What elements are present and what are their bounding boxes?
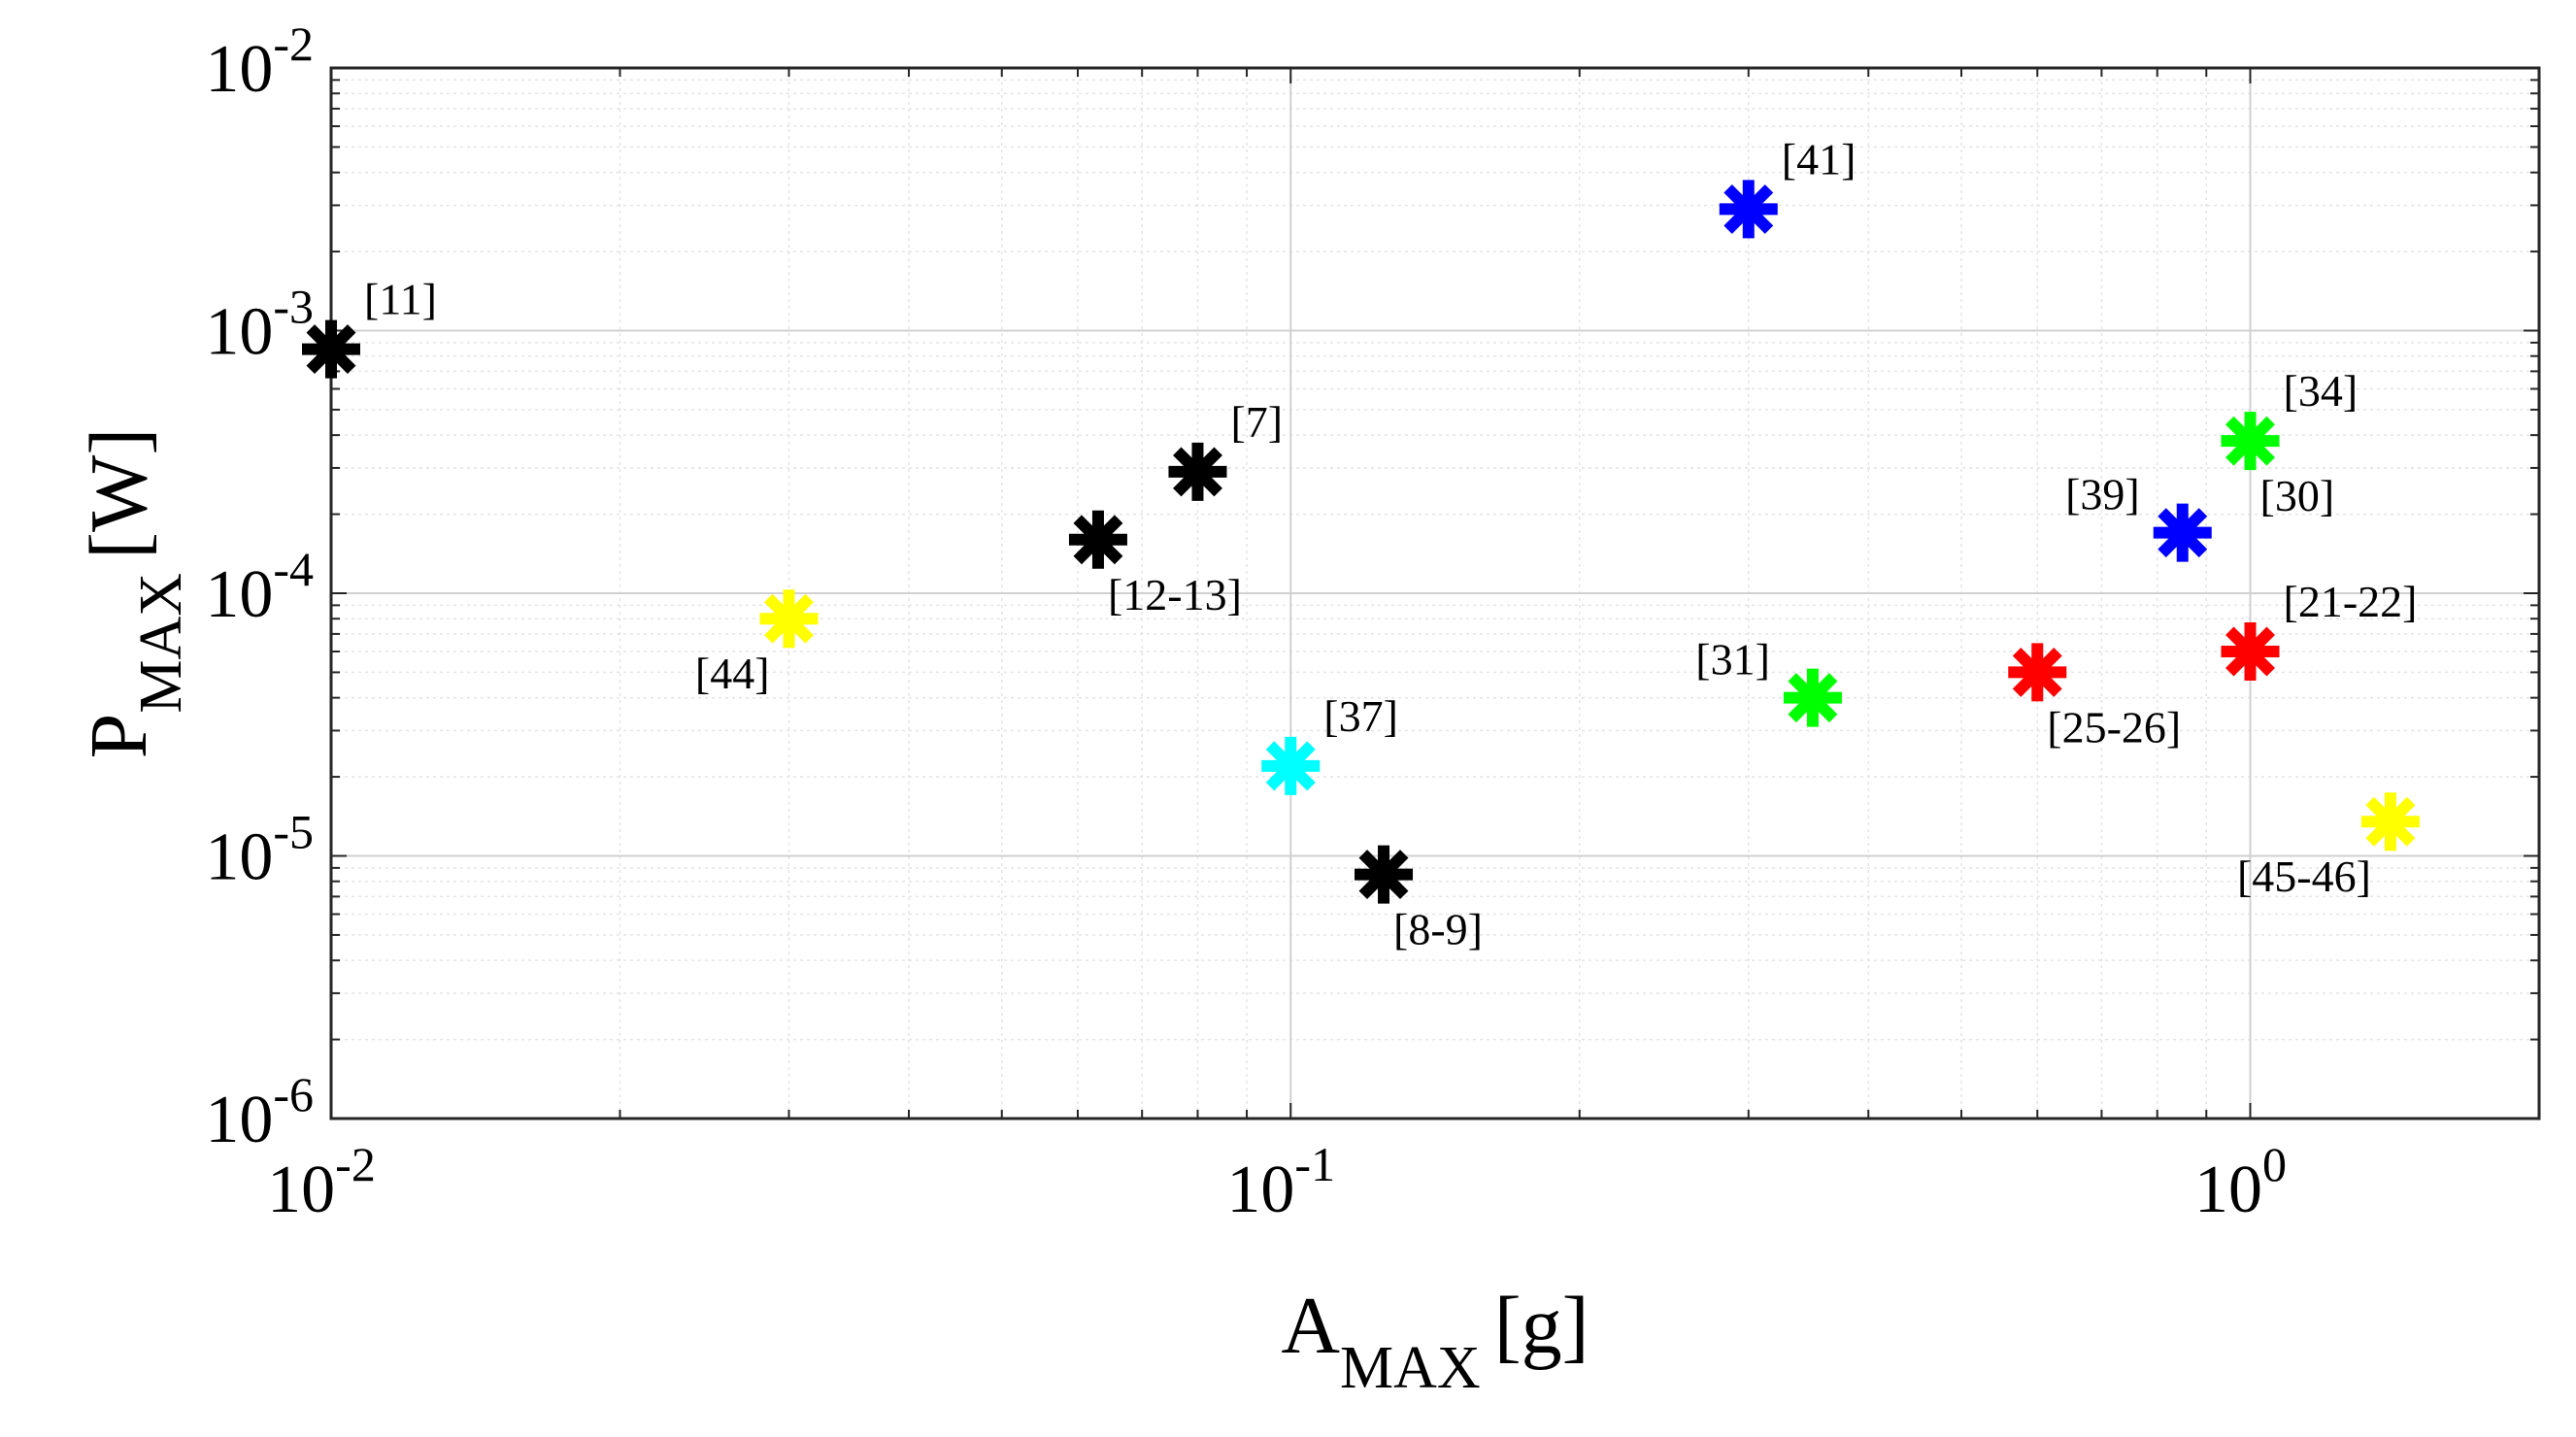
data-point-label: [30] xyxy=(2260,471,2335,520)
x-tick-label: 10-1 xyxy=(1226,1137,1335,1227)
data-point-label: [37] xyxy=(1323,691,1398,741)
y-tick-label: 10-5 xyxy=(205,805,314,895)
x-axis-title-main: A xyxy=(1281,1281,1340,1371)
y-tick-label: 10-2 xyxy=(205,17,314,107)
data-point-stroke xyxy=(1723,184,1774,234)
x-tick-label: 100 xyxy=(2194,1137,2287,1227)
data-point-label: [11] xyxy=(364,275,437,324)
x-tick-label: 10-2 xyxy=(267,1137,376,1227)
y-axis-title-sub: MAX xyxy=(128,573,194,714)
data-point xyxy=(2360,792,2420,852)
y-tick-labels: 10-6 10-5 10-4 10-3 10-2 xyxy=(205,17,314,1157)
data-points xyxy=(302,180,2420,904)
data-point xyxy=(1783,668,1842,727)
data-point-stroke xyxy=(2225,626,2275,677)
x-tick-labels: 10-2 10-1 100 xyxy=(267,1137,2287,1227)
data-point-label: [31] xyxy=(1695,635,1770,685)
data-point-stroke xyxy=(2012,647,2062,697)
data-point-label: [12-13] xyxy=(1108,570,1242,619)
data-point-stroke xyxy=(1265,741,1316,791)
data-point-stroke xyxy=(1358,850,1409,900)
data-point-stroke xyxy=(306,324,356,375)
data-point-label: [39] xyxy=(2065,470,2140,519)
data-point xyxy=(2153,503,2212,562)
x-axis-title-sub: MAX xyxy=(1340,1335,1481,1401)
y-axis-title-unit: [W] xyxy=(74,428,164,559)
data-point-label: [21-22] xyxy=(2284,577,2418,626)
data-point-stroke xyxy=(2158,508,2208,558)
x-axis-title-unit: [g] xyxy=(1494,1281,1589,1371)
data-point xyxy=(1261,736,1321,795)
data-point xyxy=(2008,643,2067,702)
data-point xyxy=(2221,412,2280,471)
data-point-stroke xyxy=(1173,447,1222,497)
y-axis-title: PMAX [W] xyxy=(74,428,194,759)
data-point-label: [45-46] xyxy=(2237,852,2371,901)
data-point-stroke xyxy=(764,593,814,644)
data-point-stroke xyxy=(2225,416,2275,466)
data-point-stroke xyxy=(1788,673,1838,723)
data-point xyxy=(302,319,360,379)
data-point-label: [7] xyxy=(1230,397,1283,447)
axis-ticks xyxy=(330,67,2540,1120)
data-point xyxy=(759,589,819,649)
data-point-label: [34] xyxy=(2284,366,2359,416)
y-axis-title-main: P xyxy=(74,714,164,759)
data-point xyxy=(1719,180,1778,239)
data-point-stroke xyxy=(1073,515,1123,565)
data-point-label: [41] xyxy=(1782,134,1857,184)
data-point xyxy=(1355,845,1414,904)
y-tick-label: 10-4 xyxy=(205,542,314,632)
data-point-labels: [11] [7] [12-13] [44] [37] [8-9] [41] [31] [25-2… xyxy=(364,134,2417,953)
data-point xyxy=(2221,622,2280,682)
data-point-stroke xyxy=(2365,796,2416,847)
y-tick-label: 10-3 xyxy=(205,280,314,370)
data-point xyxy=(1168,442,1227,501)
y-tick-label: 10-6 xyxy=(205,1067,314,1157)
x-axis-title: AMAX [g] xyxy=(1281,1281,1589,1401)
data-point-label: [44] xyxy=(695,649,770,698)
data-point-label: [25-26] xyxy=(2047,702,2181,752)
data-point xyxy=(1068,510,1127,569)
data-point-label: [8-9] xyxy=(1393,905,1483,954)
